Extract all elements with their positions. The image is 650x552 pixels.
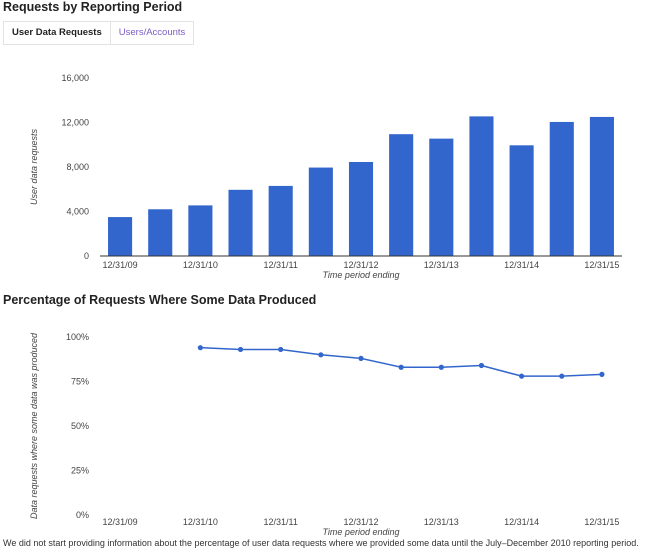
data-point	[237, 346, 244, 353]
bar	[148, 209, 173, 256]
y-tick-label: 50%	[71, 421, 89, 431]
data-point	[278, 346, 284, 353]
tab-bar: User Data Requests Users/Accounts	[3, 21, 195, 45]
y-tick-label: 16,000	[61, 73, 89, 83]
chart2-title: Percentage of Requests Where Some Data P…	[3, 293, 317, 307]
y-axis-label: Data requests where some data was produc…	[29, 332, 39, 519]
bar-chart: 0 4,000 8,000 12,000 16,000 12/31/09 12/31/10 1…	[29, 73, 622, 280]
x-tick-label: 12/31/15	[584, 517, 619, 527]
x-tick-label: 12/31/11	[264, 260, 298, 270]
x-tick-label: 12/31/13	[424, 517, 459, 527]
x-tick-label: 12/31/15	[584, 260, 619, 270]
line-chart: 0% 25% 50% 75% 100% 12/31/09 12/31/10 12/31/11 1…	[29, 332, 619, 537]
bar	[348, 161, 374, 256]
data-point	[358, 355, 364, 361]
x-tick-label: 12/31/09	[103, 260, 138, 270]
x-tick-label: 12/31/13	[424, 260, 459, 270]
data-point	[318, 352, 324, 358]
footnote: We did not start providing information a…	[3, 538, 639, 548]
x-tick-label: 12/31/10	[183, 260, 218, 270]
y-tick-label: 4,000	[66, 207, 89, 217]
y-tick-label: 12,000	[61, 118, 89, 128]
data-point	[519, 373, 525, 379]
data-point	[478, 362, 485, 369]
bar	[429, 138, 454, 256]
data-point	[197, 345, 203, 351]
data-point	[599, 371, 605, 377]
tab-user-data-requests[interactable]: User Data Requests	[4, 22, 111, 44]
bar	[589, 116, 614, 256]
x-tick-label: 12/31/11	[264, 517, 298, 527]
x-tick-label: 12/31/14	[504, 260, 539, 270]
bar	[509, 145, 534, 256]
data-point	[559, 373, 565, 379]
x-axis-label: Time period ending	[323, 270, 400, 280]
y-tick-label: 75%	[71, 377, 89, 387]
x-axis-label: Time period ending	[323, 527, 400, 537]
bar	[389, 134, 414, 256]
series-line	[200, 346, 602, 377]
bar	[228, 189, 253, 256]
bar	[108, 217, 133, 256]
data-point	[438, 364, 444, 370]
y-axis-label: User data requests	[29, 128, 39, 205]
bar	[549, 121, 574, 256]
x-tick-label: 12/31/09	[103, 517, 138, 527]
chart1-title: Requests by Reporting Period	[3, 0, 183, 14]
data-point	[398, 364, 404, 370]
x-tick-label: 12/31/14	[504, 517, 539, 527]
y-tick-label: 8,000	[66, 162, 89, 172]
bar	[308, 167, 333, 256]
tab-users-accounts[interactable]: Users/Accounts	[118, 27, 186, 38]
y-tick-label: 25%	[71, 466, 89, 476]
x-tick-label: 12/31/12	[343, 260, 378, 270]
bar	[469, 116, 494, 256]
y-tick-label: 0	[84, 251, 89, 261]
bar	[268, 185, 293, 256]
y-tick-label: 0%	[76, 510, 89, 520]
bar	[188, 205, 213, 256]
y-tick-label: 100%	[66, 332, 89, 342]
x-tick-label: 12/31/10	[183, 517, 218, 527]
x-tick-label: 12/31/12	[343, 517, 378, 527]
